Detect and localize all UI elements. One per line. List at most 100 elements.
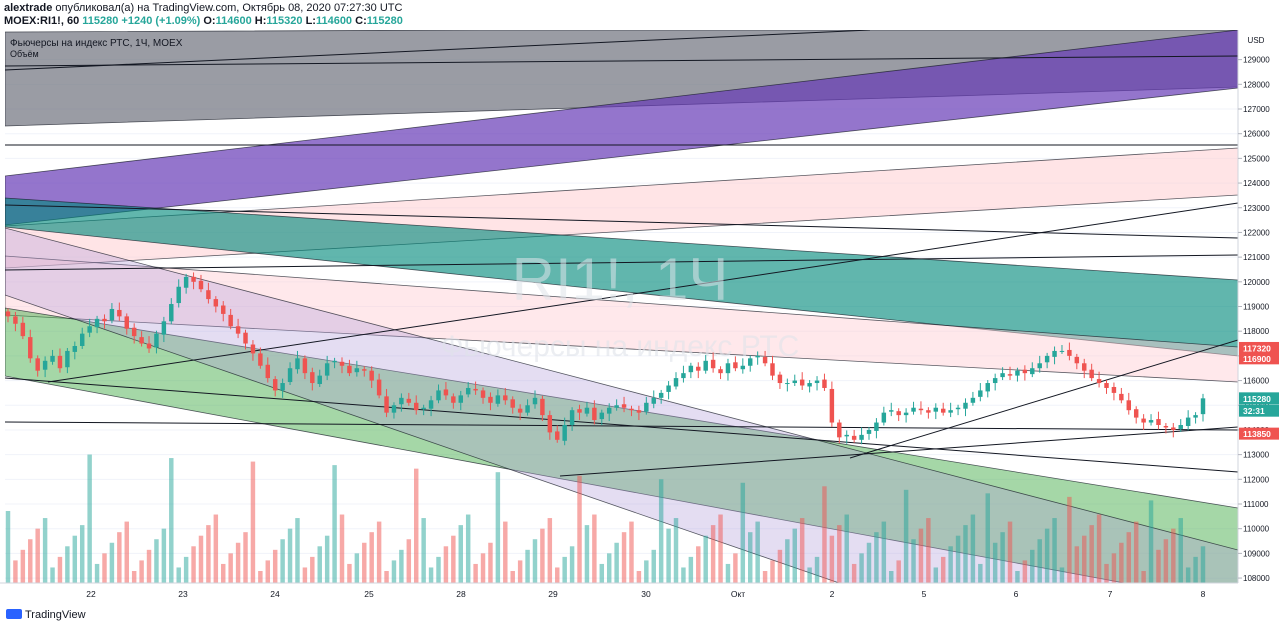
candle (822, 373, 827, 391)
candle (911, 401, 916, 415)
volume-bar (414, 468, 419, 583)
candle (710, 352, 716, 373)
candle-body (740, 365, 746, 370)
volume-bar (814, 556, 820, 583)
volume-bar (302, 567, 308, 583)
candle (933, 403, 939, 420)
candle (117, 302, 122, 321)
candle-body (1171, 427, 1176, 430)
volume-bar (50, 567, 55, 583)
candle (235, 318, 241, 339)
candle (1185, 410, 1191, 431)
candle (473, 381, 478, 395)
time-tick-label: 8 (1201, 589, 1206, 599)
candle-body (235, 326, 241, 334)
price-label-text: 113850 (1243, 429, 1271, 439)
candle (243, 329, 248, 350)
volume-bar (532, 539, 538, 583)
candle (606, 403, 612, 422)
volume-bar (718, 514, 723, 583)
volume-bar (473, 563, 478, 583)
volume-bar (621, 532, 627, 583)
candle-body (20, 322, 26, 337)
volume-bar (324, 535, 330, 583)
volume-bar (451, 535, 456, 583)
candle (391, 402, 397, 419)
candle (874, 418, 879, 439)
candle-body (814, 380, 820, 384)
volume-bar (525, 549, 530, 583)
candle (525, 399, 530, 416)
candle-body (1200, 398, 1206, 415)
volume-bar (339, 514, 345, 583)
volume-bar (272, 549, 278, 583)
candle-body (79, 333, 85, 346)
candle (1044, 352, 1050, 369)
candle-body (131, 327, 137, 337)
volume-bar (978, 563, 983, 583)
candle (629, 405, 634, 417)
candle (584, 401, 590, 417)
candle (465, 382, 471, 398)
candle-body (555, 431, 560, 440)
candle (1015, 367, 1020, 382)
volume-bar (948, 546, 953, 583)
candle (985, 380, 990, 398)
candle-body (1096, 379, 1102, 384)
volume-bar (1111, 553, 1117, 583)
volume-bar (614, 542, 619, 583)
candle-body (1074, 356, 1080, 364)
trend-line-0 (5, 30, 871, 71)
candle-body (161, 321, 167, 335)
candle (414, 395, 419, 415)
candle-body (1185, 417, 1191, 426)
price-tick-label: 124000 (1243, 179, 1270, 188)
candle (889, 402, 894, 417)
symbol-interval[interactable]: MOEX:RI1!, 60 (4, 15, 80, 27)
volume-bar (636, 571, 642, 583)
candle (28, 329, 33, 363)
trend-line-5 (5, 377, 1238, 473)
volume-bar (399, 549, 404, 583)
time-tick-label: 7 (1108, 589, 1113, 599)
candle (644, 396, 649, 415)
volume-bar (926, 518, 931, 583)
candle (65, 347, 70, 374)
volume-bar (1133, 521, 1139, 583)
price-axis-bg (1238, 30, 1280, 604)
candle (13, 311, 18, 332)
volume-bar (213, 514, 219, 583)
volume-bar (310, 556, 315, 583)
candle-body (592, 407, 597, 421)
volume-bar (28, 539, 33, 583)
candle (451, 393, 456, 409)
candle-body (844, 434, 849, 437)
price-tick-label: 122000 (1243, 228, 1270, 237)
volume-bar (221, 563, 226, 583)
legend-volume: Объём (10, 49, 39, 59)
candle-body (866, 429, 872, 434)
candle-body (710, 359, 716, 369)
author-name[interactable]: alextrade (4, 2, 53, 14)
volume-bar (569, 546, 575, 583)
volume-bar (1171, 528, 1176, 583)
candle-body (799, 379, 805, 386)
price-change: +1240 (+1.09%) (121, 15, 201, 27)
candle-body (963, 402, 968, 409)
candle-body (102, 318, 107, 322)
tradingview-logo[interactable]: TradingView (6, 609, 86, 621)
candle (146, 336, 152, 353)
candle-body (1022, 369, 1028, 374)
candle-body (35, 358, 40, 371)
price-chart[interactable]: RI1!, 1Ч Фьючерсы на индекс РТС Фьючерсы н… (0, 30, 1280, 604)
candle-body (488, 396, 493, 403)
volume-bar (644, 560, 649, 583)
candle-body (584, 407, 590, 414)
candle-body (384, 396, 389, 413)
candle-body (480, 390, 486, 398)
volume-bar (606, 553, 612, 583)
candle-body (324, 363, 330, 376)
volume-bar (421, 518, 426, 583)
volume-bar (1030, 549, 1035, 583)
volume-bar (770, 560, 775, 583)
